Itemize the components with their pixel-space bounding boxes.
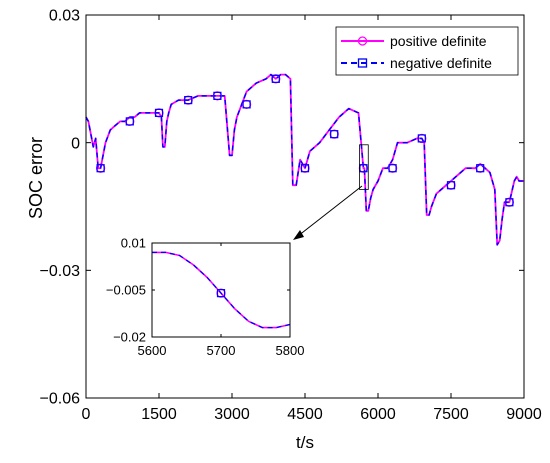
x-axis-tick-label: 7500 bbox=[433, 406, 469, 423]
inset-x-axis-tick-label: 5800 bbox=[276, 343, 305, 358]
y-axis-tick-label: 0 bbox=[71, 135, 80, 152]
legend-marker-positive bbox=[357, 36, 368, 46]
y-axis-tick-label: −0.06 bbox=[40, 391, 81, 408]
legend-label-negative: negative definite bbox=[390, 55, 492, 71]
main-marker-negative bbox=[125, 117, 134, 126]
main-marker-negative bbox=[154, 108, 164, 117]
x-axis-tick-label: 3000 bbox=[214, 406, 250, 423]
main-marker-negative bbox=[213, 91, 222, 100]
inset-x-axis-tick-label: 5600 bbox=[138, 343, 167, 358]
legend-label-positive: positive definite bbox=[390, 33, 487, 49]
inset-lines bbox=[152, 251, 291, 329]
y-axis-tick-label: −0.03 bbox=[40, 263, 81, 280]
x-axis-label: t/s bbox=[296, 433, 314, 452]
zoom-arrow bbox=[297, 185, 363, 237]
main-marker-negative bbox=[300, 164, 310, 173]
x-axis-tick-label: 0 bbox=[82, 406, 91, 423]
y-axis-label: SOC error bbox=[26, 137, 46, 219]
y-axis-tick-label: 0.03 bbox=[49, 8, 80, 25]
inset-line-negative bbox=[152, 251, 291, 329]
x-axis-tick-label: 9000 bbox=[506, 406, 542, 423]
inset-plot: 5600 5700 5800 −0.02 −0.005 0.01 bbox=[106, 236, 305, 358]
zoom-box bbox=[359, 144, 369, 190]
main-marker-negative bbox=[184, 96, 193, 105]
main-marker-negative bbox=[476, 164, 485, 173]
x-axis-ticks: 0 1500 3000 4500 6000 7500 9000 bbox=[82, 15, 542, 423]
x-axis-tick-label: 6000 bbox=[360, 406, 396, 423]
x-axis-tick-label: 1500 bbox=[141, 406, 177, 423]
main-plot-lines bbox=[85, 73, 524, 246]
main-marker-negative bbox=[505, 198, 514, 207]
y-axis-ticks: −0.06 −0.03 0 0.03 bbox=[40, 8, 524, 408]
inset-y-ticks: −0.02 −0.005 0.01 bbox=[106, 236, 290, 345]
main-plot-markers bbox=[95, 74, 515, 207]
main-marker-negative bbox=[417, 134, 426, 143]
inset-x-axis-tick-label: 5700 bbox=[207, 343, 236, 358]
main-line-negative bbox=[85, 73, 524, 246]
inset-y-axis-tick-label: −0.02 bbox=[113, 330, 146, 345]
main-marker-negative bbox=[271, 74, 280, 83]
legend-marker-negative bbox=[357, 58, 368, 68]
zoom-rectangle bbox=[359, 144, 369, 190]
inset-y-axis-tick-label: −0.005 bbox=[106, 283, 146, 298]
inset-marker-negative bbox=[216, 289, 226, 298]
main-marker-negative bbox=[388, 164, 397, 173]
main-marker-negative bbox=[446, 181, 456, 190]
inset-y-axis-tick-label: 0.01 bbox=[121, 236, 146, 251]
legend: positive definite negative definite bbox=[335, 26, 519, 76]
zoom-arrow-head bbox=[293, 230, 304, 240]
main-marker-negative bbox=[242, 100, 251, 109]
inset-markers bbox=[216, 288, 226, 298]
main-marker-negative bbox=[96, 164, 105, 173]
main-marker-negative bbox=[330, 130, 339, 139]
inset-x-ticks: 5600 5700 5800 bbox=[138, 243, 305, 358]
x-axis-tick-label: 4500 bbox=[287, 406, 323, 423]
